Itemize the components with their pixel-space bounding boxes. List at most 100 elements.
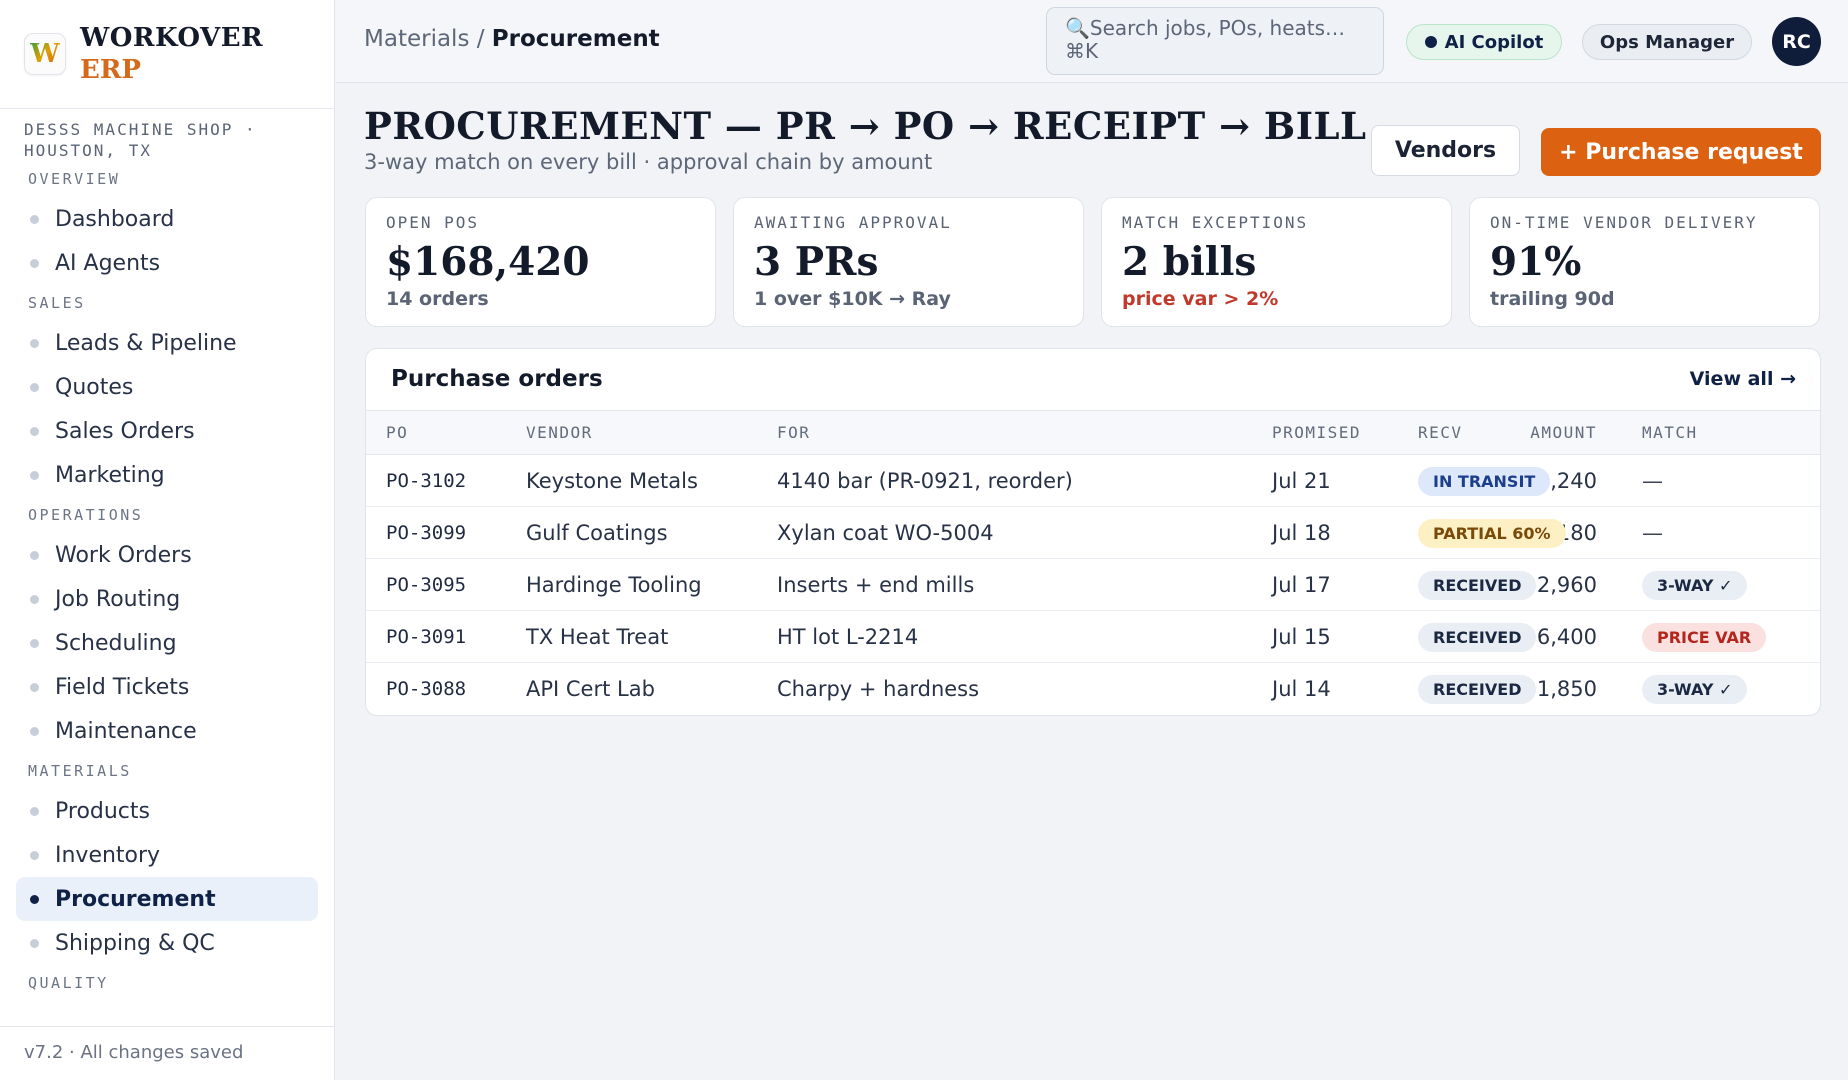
sidebar-item-job-routing[interactable]: Job Routing	[16, 577, 318, 621]
promised-date: Jul 21	[1272, 469, 1331, 493]
brand-suffix: ERP	[80, 55, 141, 85]
role-switcher[interactable]: Ops Manager	[1582, 24, 1752, 60]
sidebar-nav: OVERVIEW Dashboard AI Agents SALES Leads & P…	[0, 161, 334, 1001]
topbar: Materials / Procurement 🔍Search jobs, PO…	[336, 0, 1848, 83]
column-header-promised[interactable]: PROMISED	[1272, 423, 1362, 442]
sidebar-item-label: Inventory	[55, 842, 161, 868]
bullet-icon	[30, 214, 39, 224]
table-row[interactable]: PO-3088 API Cert Lab Charpy + hardness $1,8…	[366, 663, 1820, 715]
breadcrumb-parent[interactable]: Materials /	[364, 26, 485, 52]
breadcrumb: Materials / Procurement	[364, 26, 660, 52]
bullet-icon	[30, 258, 39, 268]
search-input[interactable]: 🔍Search jobs, POs, heats… ⌘K	[1046, 7, 1384, 75]
kpi-value: 3 PRs	[754, 239, 879, 285]
sidebar: W WORKOVER ERP DESSS MACHINE SHOP · HOUS…	[0, 0, 335, 1080]
kpi-subtext: trailing 90d	[1490, 288, 1615, 310]
sidebar-item-leads-and-pipeline[interactable]: Leads & Pipeline	[16, 321, 318, 365]
sidebar-item-label: AI Agents	[55, 250, 161, 276]
sidebar-item-procurement[interactable]: Procurement	[16, 877, 318, 921]
promised-date: Jul 18	[1272, 521, 1331, 545]
table-row[interactable]: PO-3102 Keystone Metals 4140 bar (PR-0921,…	[366, 455, 1820, 507]
avatar[interactable]: RC	[1772, 17, 1821, 66]
sidebar-item-ai-agents[interactable]: AI Agents	[16, 241, 318, 285]
kpi-card-awaiting-approval[interactable]: AWAITING APPROVAL 3 PRs 1 over $10K → Ray	[733, 197, 1084, 327]
kpi-value: 2 bills	[1122, 239, 1257, 285]
view-all-link[interactable]: View all →	[1689, 368, 1796, 390]
sidebar-item-label: Leads & Pipeline	[55, 330, 237, 356]
sidebar-item-dashboard[interactable]: Dashboard	[16, 197, 318, 241]
kpi-subtext: 14 orders	[386, 288, 489, 310]
bullet-icon	[30, 338, 39, 348]
sidebar-item-maintenance[interactable]: Maintenance	[16, 709, 318, 753]
vendor-name: Hardinge Tooling	[526, 573, 702, 597]
sidebar-item-label: Shipping & QC	[55, 930, 215, 956]
po-number[interactable]: PO-3099	[386, 522, 467, 544]
nav-section-materials: MATERIALS	[28, 762, 132, 780]
bullet-icon	[30, 594, 39, 604]
table-row[interactable]: PO-3095 Hardinge Tooling Inserts + end mil…	[366, 559, 1820, 611]
bullet-icon	[30, 726, 39, 736]
kpi-card-on-time-delivery[interactable]: ON-TIME VENDOR DELIVERY 91% trailing 90d	[1469, 197, 1820, 327]
po-number[interactable]: PO-3091	[386, 626, 467, 648]
receipt-status-badge: RECEIVED	[1418, 571, 1537, 600]
sidebar-item-sales-orders[interactable]: Sales Orders	[16, 409, 318, 453]
sidebar-item-scheduling[interactable]: Scheduling	[16, 621, 318, 665]
page-title: PROCUREMENT — PR → PO → RECEIPT → BILL	[364, 104, 1367, 148]
vendor-name: Gulf Coatings	[526, 521, 668, 545]
sidebar-item-products[interactable]: Products	[16, 789, 318, 833]
table-row[interactable]: PO-3091 TX Heat Treat HT lot L-2214 $6,400 J…	[366, 611, 1820, 663]
bullet-icon	[30, 550, 39, 560]
purchase-orders-card: Purchase orders View all → PO VENDOR FOR AM…	[365, 348, 1821, 716]
purchase-request-button[interactable]: + Purchase request	[1541, 128, 1821, 176]
kpi-label: MATCH EXCEPTIONS	[1122, 213, 1309, 232]
po-number[interactable]: PO-3088	[386, 678, 467, 700]
nav-section-operations: OPERATIONS	[28, 506, 144, 524]
kpi-value: 91%	[1490, 239, 1582, 285]
promised-date: Jul 15	[1272, 625, 1331, 649]
purchase-orders-title: Purchase orders	[391, 366, 603, 392]
sidebar-item-label: Sales Orders	[55, 418, 195, 444]
bullet-icon	[30, 938, 39, 948]
receipt-status-badge: RECEIVED	[1418, 675, 1537, 704]
nav-section-sales: SALES	[28, 294, 86, 312]
sidebar-item-label: Maintenance	[55, 718, 197, 744]
kpi-card-match-exceptions[interactable]: MATCH EXCEPTIONS 2 bills price var > 2%	[1101, 197, 1452, 327]
promised-date: Jul 14	[1272, 677, 1331, 701]
bullet-icon	[30, 682, 39, 692]
kpi-card-open-pos[interactable]: OPEN POS $168,420 14 orders	[365, 197, 716, 327]
ai-copilot-button[interactable]: AI Copilot	[1406, 24, 1562, 60]
bullet-icon	[30, 850, 39, 860]
bullet-icon	[30, 894, 39, 904]
sidebar-item-shipping-and-qc[interactable]: Shipping & QC	[16, 921, 318, 965]
receipt-status-badge: PARTIAL 60%	[1418, 519, 1566, 548]
nav-section-quality: QUALITY	[28, 974, 109, 992]
column-header-match[interactable]: MATCH	[1642, 423, 1698, 442]
sidebar-item-field-tickets[interactable]: Field Tickets	[16, 665, 318, 709]
sidebar-item-label: Products	[55, 798, 150, 824]
po-purpose: 4140 bar (PR-0921, reorder)	[777, 469, 1073, 493]
kpi-subtext: price var > 2%	[1122, 288, 1279, 310]
sidebar-item-inventory[interactable]: Inventory	[16, 833, 318, 877]
po-number[interactable]: PO-3095	[386, 574, 467, 596]
column-header-for[interactable]: FOR	[777, 423, 811, 442]
column-header-recv[interactable]: RECV	[1418, 423, 1463, 442]
po-purpose: HT lot L-2214	[777, 625, 919, 649]
bullet-icon	[30, 638, 39, 648]
bullet-icon	[30, 470, 39, 480]
bullet-icon	[30, 426, 39, 436]
workover-logo-icon[interactable]: W	[24, 33, 66, 75]
column-header-amount[interactable]: AMOUNT	[1530, 423, 1597, 442]
vendor-name: API Cert Lab	[526, 677, 655, 701]
po-number[interactable]: PO-3102	[386, 470, 467, 492]
po-purpose: Xylan coat WO-5004	[777, 521, 994, 545]
sidebar-item-quotes[interactable]: Quotes	[16, 365, 318, 409]
column-header-vendor[interactable]: VENDOR	[526, 423, 593, 442]
bullet-icon	[30, 382, 39, 392]
column-header-po[interactable]: PO	[386, 423, 409, 442]
sidebar-item-marketing[interactable]: Marketing	[16, 453, 318, 497]
vendors-button[interactable]: Vendors	[1371, 125, 1520, 176]
sidebar-item-work-orders[interactable]: Work Orders	[16, 533, 318, 577]
search-placeholder: Search jobs, POs, heats…	[1089, 16, 1346, 40]
receipt-status-badge: RECEIVED	[1418, 623, 1537, 652]
